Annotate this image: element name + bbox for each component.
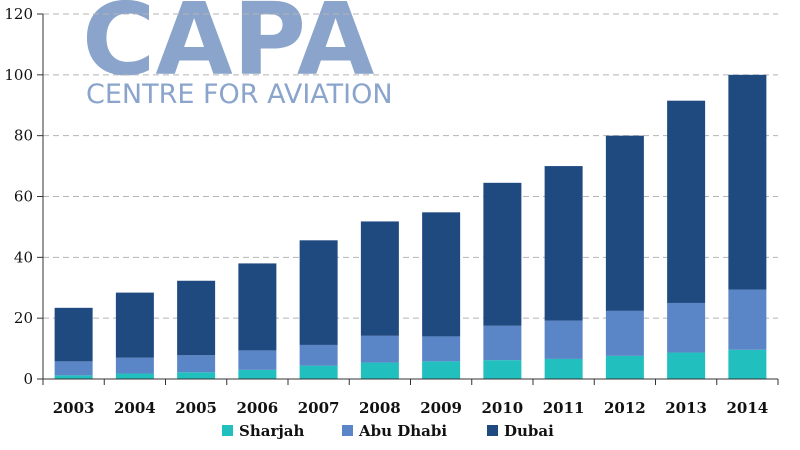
x-tick-label: 2008 (359, 399, 401, 417)
bar-abu-dhabi-2012 (605, 310, 644, 356)
bar-sharjah-2004 (115, 373, 154, 379)
bar-abu-dhabi-2014 (728, 289, 767, 350)
bar-dubai-2013 (667, 100, 706, 303)
x-tick-label: 2006 (237, 399, 279, 417)
bar-abu-dhabi-2013 (667, 302, 706, 353)
x-tick-label: 2014 (727, 399, 769, 417)
legend-swatch-dubai (487, 425, 498, 436)
legend-label-dubai: Dubai (504, 422, 554, 440)
x-tick-label: 2011 (543, 399, 585, 417)
bar-dubai-2012 (605, 135, 644, 311)
bar-sharjah-2010 (483, 360, 522, 379)
bar-sharjah-2003 (54, 375, 93, 379)
legend-swatch-abu-dhabi (342, 425, 353, 436)
bar-sharjah-2005 (177, 372, 216, 379)
x-tick-label: 2012 (604, 399, 646, 417)
y-tick-label: 60 (14, 188, 33, 206)
x-tick-label: 2005 (175, 399, 217, 417)
x-tick-label: 2009 (420, 399, 462, 417)
x-tick-label: 2010 (482, 399, 524, 417)
bar-dubai-2008 (360, 221, 399, 336)
bar-sharjah-2012 (605, 355, 644, 379)
bar-dubai-2006 (238, 263, 277, 351)
bar-abu-dhabi-2011 (544, 320, 583, 359)
y-axis: 0 20 40 60 80 100 120 (4, 5, 44, 388)
y-tick-label: 80 (14, 127, 33, 145)
y-tick-label: 0 (23, 370, 33, 388)
gridlines (43, 13, 778, 319)
bar-abu-dhabi-2006 (238, 350, 277, 370)
bar-dubai-2007 (299, 240, 338, 345)
bar-abu-dhabi-2003 (54, 361, 93, 376)
bar-dubai-2004 (115, 292, 154, 358)
y-tick-label: 40 (14, 248, 33, 266)
bar-sharjah-2013 (667, 352, 706, 379)
bar-abu-dhabi-2004 (115, 357, 154, 374)
bar-dubai-2009 (422, 212, 461, 337)
bar-sharjah-2014 (728, 349, 767, 379)
legend-label-abu-dhabi: Abu Dhabi (358, 422, 447, 440)
legend: Sharjah Abu Dhabi Dubai (222, 422, 554, 440)
bar-sharjah-2006 (238, 369, 277, 379)
bars (54, 74, 767, 379)
x-tick-label: 2003 (53, 399, 95, 417)
bar-abu-dhabi-2008 (360, 335, 399, 363)
y-tick-label: 100 (4, 66, 33, 84)
bar-sharjah-2007 (299, 365, 338, 379)
bar-abu-dhabi-2009 (422, 336, 461, 362)
capa-logo: CAPA CENTRE FOR AVIATION (82, 0, 393, 110)
x-tick-label: 2013 (665, 399, 707, 417)
x-tick-label: 2004 (114, 399, 156, 417)
bar-sharjah-2008 (360, 362, 399, 379)
legend-label-sharjah: Sharjah (239, 422, 305, 440)
y-tick-label: 20 (14, 309, 33, 327)
bar-dubai-2005 (177, 280, 216, 356)
bar-dubai-2003 (54, 307, 93, 362)
bar-sharjah-2011 (544, 358, 583, 379)
x-tick-label: 2007 (298, 399, 340, 417)
logo-sub-text: CENTRE FOR AVIATION (86, 79, 393, 110)
bar-dubai-2014 (728, 74, 767, 290)
y-tick-label: 120 (4, 5, 33, 23)
bar-abu-dhabi-2010 (483, 325, 522, 361)
bar-abu-dhabi-2007 (299, 344, 338, 366)
bar-abu-dhabi-2005 (177, 355, 216, 373)
bar-sharjah-2009 (422, 361, 461, 379)
bar-dubai-2011 (544, 166, 583, 321)
x-axis: 2003 2004 2005 2006 2007 2008 2009 2010 2011 2012… (42, 378, 779, 417)
bar-dubai-2010 (483, 182, 522, 326)
logo-main-text: CAPA (82, 0, 374, 98)
legend-swatch-sharjah (222, 425, 233, 436)
